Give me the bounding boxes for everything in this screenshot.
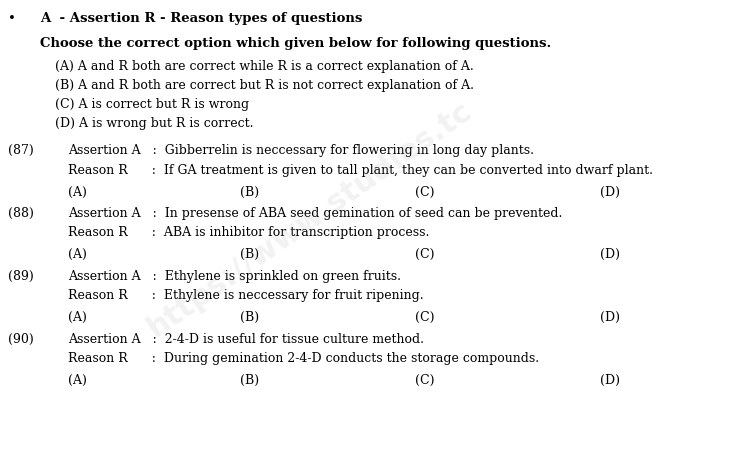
Text: (A) A and R both are correct while R is a correct explanation of A.: (A) A and R both are correct while R is … <box>55 60 474 73</box>
Text: (C) A is correct but R is wrong: (C) A is correct but R is wrong <box>55 98 249 111</box>
Text: (C): (C) <box>415 311 434 324</box>
Text: (A): (A) <box>68 248 87 261</box>
Text: (B): (B) <box>240 248 259 261</box>
Text: (D): (D) <box>600 311 620 324</box>
Text: Reason R      :  ABA is inhibitor for transcription process.: Reason R : ABA is inhibitor for transcri… <box>68 226 429 239</box>
Text: (B) A and R both are correct but R is not correct explanation of A.: (B) A and R both are correct but R is no… <box>55 79 474 92</box>
Text: (C): (C) <box>415 374 434 387</box>
Text: (90): (90) <box>8 333 34 346</box>
Text: (87): (87) <box>8 144 34 157</box>
Text: Assertion A   :  In presense of ABA seed gemination of seed can be prevented.: Assertion A : In presense of ABA seed ge… <box>68 207 562 220</box>
Text: (A): (A) <box>68 374 87 387</box>
Text: (A): (A) <box>68 186 87 199</box>
Text: Reason R      :  If GA treatment is given to tall plant, they can be converted i: Reason R : If GA treatment is given to t… <box>68 164 653 177</box>
Text: (D): (D) <box>600 248 620 261</box>
Text: Assertion A   :  Ethylene is sprinkled on green fruits.: Assertion A : Ethylene is sprinkled on g… <box>68 270 401 283</box>
Text: (B): (B) <box>240 374 259 387</box>
Text: (89): (89) <box>8 270 34 283</box>
Text: (C): (C) <box>415 186 434 199</box>
Text: (88): (88) <box>8 207 34 220</box>
Text: •: • <box>8 12 16 25</box>
Text: Assertion A   :  Gibberrelin is neccessary for flowering in long day plants.: Assertion A : Gibberrelin is neccessary … <box>68 144 534 157</box>
Text: https://www.studies.tc: https://www.studies.tc <box>142 96 478 343</box>
Text: A  - Assertion R - Reason types of questions: A - Assertion R - Reason types of questi… <box>40 12 362 25</box>
Text: (B): (B) <box>240 311 259 324</box>
Text: (D): (D) <box>600 186 620 199</box>
Text: (C): (C) <box>415 248 434 261</box>
Text: Choose the correct option which given below for following questions.: Choose the correct option which given be… <box>40 37 551 50</box>
Text: (D): (D) <box>600 374 620 387</box>
Text: Reason R      :  During gemination 2-4-D conducts the storage compounds.: Reason R : During gemination 2-4-D condu… <box>68 352 539 365</box>
Text: (B): (B) <box>240 186 259 199</box>
Text: Reason R      :  Ethylene is neccessary for fruit ripening.: Reason R : Ethylene is neccessary for fr… <box>68 289 424 302</box>
Text: (D) A is wrong but R is correct.: (D) A is wrong but R is correct. <box>55 117 253 130</box>
Text: (A): (A) <box>68 311 87 324</box>
Text: Assertion A   :  2-4-D is useful for tissue culture method.: Assertion A : 2-4-D is useful for tissue… <box>68 333 424 346</box>
